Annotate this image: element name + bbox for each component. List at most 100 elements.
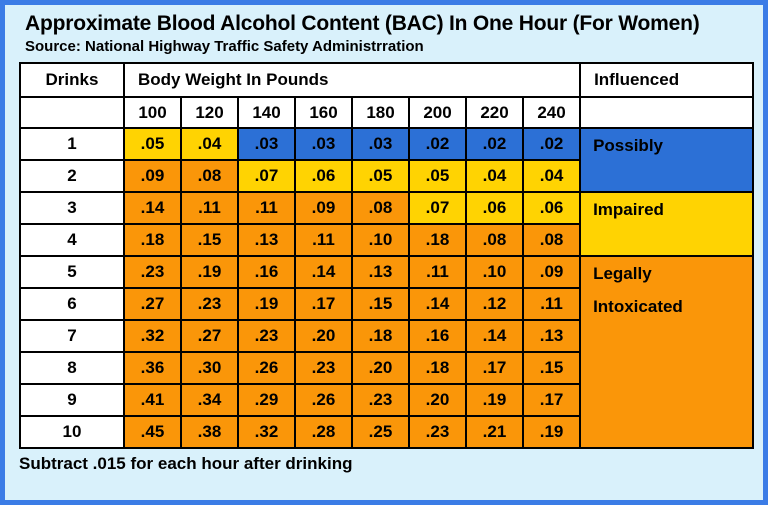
- bac-value-cell: .23: [180, 287, 239, 321]
- page-title: Approximate Blood Alcohol Content (BAC) …: [25, 12, 700, 35]
- bac-value-cell: .04: [465, 159, 524, 193]
- source-line: Source: National Highway Traffic Safety …: [25, 38, 424, 55]
- table-row: 3.14.11.11.09.08.07.06.06 Impaired: [19, 191, 755, 257]
- drinks-count: 4: [19, 223, 125, 257]
- weight-col-header: 240: [521, 96, 582, 129]
- bac-value-cell: .10: [351, 223, 410, 257]
- bac-value-cell: .26: [237, 351, 296, 385]
- influence-label: Legally Intoxicated: [579, 255, 755, 449]
- bac-value-cell: .05: [408, 159, 467, 193]
- table-row: 5.23.19.16.14.13.11.10.09 Legally Intoxic…: [19, 255, 755, 449]
- bac-value-cell: .20: [294, 319, 353, 353]
- bac-value-cell: .10: [465, 255, 524, 289]
- bac-value-cell: .03: [351, 127, 410, 161]
- drinks-count: 7: [19, 319, 125, 353]
- bac-value-cell: .04: [180, 127, 239, 161]
- bac-value-cell: .17: [294, 287, 353, 321]
- header-row: Drinks Body Weight In Pounds Influenced: [19, 62, 755, 98]
- bac-value-cell: .02: [465, 127, 524, 161]
- drinks-header: Drinks: [19, 62, 125, 98]
- influence-label: Impaired: [579, 191, 755, 257]
- influence-label: Possibly: [579, 127, 755, 193]
- bac-value-cell: .05: [123, 127, 182, 161]
- bac-value-cell: .45: [123, 415, 182, 449]
- bac-value-cell: .20: [408, 383, 467, 417]
- bac-value-cell: .26: [294, 383, 353, 417]
- bac-value-cell: .23: [237, 319, 296, 353]
- bac-value-cell: .29: [237, 383, 296, 417]
- table-row: 7.32.27.23.20.18.16.14.13: [19, 319, 753, 353]
- table-body: 1.05.04.03.03.03.02.02.02 Possibly 2.09.08…: [19, 127, 755, 449]
- bac-value-cell: .07: [237, 159, 296, 193]
- table-row: 2.09.08.07.06.05.05.04.04: [19, 159, 753, 193]
- footnote: Subtract .015 for each hour after drinki…: [19, 454, 353, 473]
- bac-value-cell: .02: [521, 127, 582, 161]
- weights-row: 100 120 140 160 180 200 220 240: [19, 96, 755, 129]
- bac-value-cell: .12: [465, 287, 524, 321]
- bac-value-cell: .19: [237, 287, 296, 321]
- bac-value-cell: .14: [465, 319, 524, 353]
- bac-value-cell: .03: [294, 127, 353, 161]
- bac-value-cell: .25: [351, 415, 410, 449]
- table-row: 9.41.34.29.26.23.20.19.17: [19, 383, 753, 417]
- bac-value-cell: .06: [521, 191, 582, 225]
- weight-col-header: 180: [351, 96, 410, 129]
- bac-value-cell: .15: [521, 351, 582, 385]
- bac-value-cell: .32: [123, 319, 182, 353]
- drinks-count: 5: [19, 255, 125, 289]
- drinks-count: 6: [19, 287, 125, 321]
- drinks-count: 9: [19, 383, 125, 417]
- bac-value-cell: .36: [123, 351, 182, 385]
- drinks-count: 1: [19, 127, 125, 161]
- bac-value-cell: .14: [294, 255, 353, 289]
- empty-cell: [579, 96, 755, 129]
- bac-value-cell: .23: [123, 255, 182, 289]
- bac-value-cell: .09: [294, 191, 353, 225]
- bac-value-cell: .17: [465, 351, 524, 385]
- bac-value-cell: .30: [180, 351, 239, 385]
- weight-col-header: 160: [294, 96, 353, 129]
- bac-value-cell: .27: [180, 319, 239, 353]
- bac-value-cell: .18: [123, 223, 182, 257]
- bac-value-cell: .19: [465, 383, 524, 417]
- bac-value-cell: .23: [294, 351, 353, 385]
- bac-value-cell: .09: [123, 159, 182, 193]
- bac-value-cell: .13: [351, 255, 410, 289]
- bac-value-cell: .27: [123, 287, 182, 321]
- weight-col-header: 200: [408, 96, 467, 129]
- bac-value-cell: .13: [237, 223, 296, 257]
- bac-value-cell: .16: [237, 255, 296, 289]
- bac-value-cell: .07: [408, 191, 467, 225]
- bac-table: Drinks Body Weight In Pounds Influenced …: [19, 62, 755, 449]
- bac-value-cell: .08: [180, 159, 239, 193]
- bac-value-cell: .06: [465, 191, 524, 225]
- bac-value-cell: .11: [521, 287, 582, 321]
- bac-value-cell: .18: [408, 351, 467, 385]
- bac-value-cell: .08: [465, 223, 524, 257]
- influenced-header: Influenced: [579, 62, 755, 98]
- bac-value-cell: .18: [351, 319, 410, 353]
- bac-value-cell: .14: [408, 287, 467, 321]
- weight-group-header: Body Weight In Pounds: [122, 62, 582, 98]
- table-row: 6.27.23.19.17.15.14.12.11: [19, 287, 753, 321]
- weight-col-header: 220: [465, 96, 524, 129]
- table-row: 10.45.38.32.28.25.23.21.19: [19, 415, 753, 449]
- bac-value-cell: .08: [521, 223, 582, 257]
- bac-value-cell: .08: [351, 191, 410, 225]
- table-row: 8.36.30.26.23.20.18.17.15: [19, 351, 753, 385]
- bac-value-cell: .06: [294, 159, 353, 193]
- empty-cell: [19, 96, 125, 129]
- bac-value-cell: .21: [465, 415, 524, 449]
- bac-value-cell: .19: [521, 415, 582, 449]
- bac-value-cell: .38: [180, 415, 239, 449]
- bac-value-cell: .28: [294, 415, 353, 449]
- table-row: 4.18.15.13.11.10.18.08.08: [19, 223, 753, 257]
- bac-value-cell: .18: [408, 223, 467, 257]
- bac-value-cell: .34: [180, 383, 239, 417]
- bac-value-cell: .23: [351, 383, 410, 417]
- bac-value-cell: .11: [408, 255, 467, 289]
- bac-value-cell: .02: [408, 127, 467, 161]
- drinks-count: 8: [19, 351, 125, 385]
- drinks-count: 2: [19, 159, 125, 193]
